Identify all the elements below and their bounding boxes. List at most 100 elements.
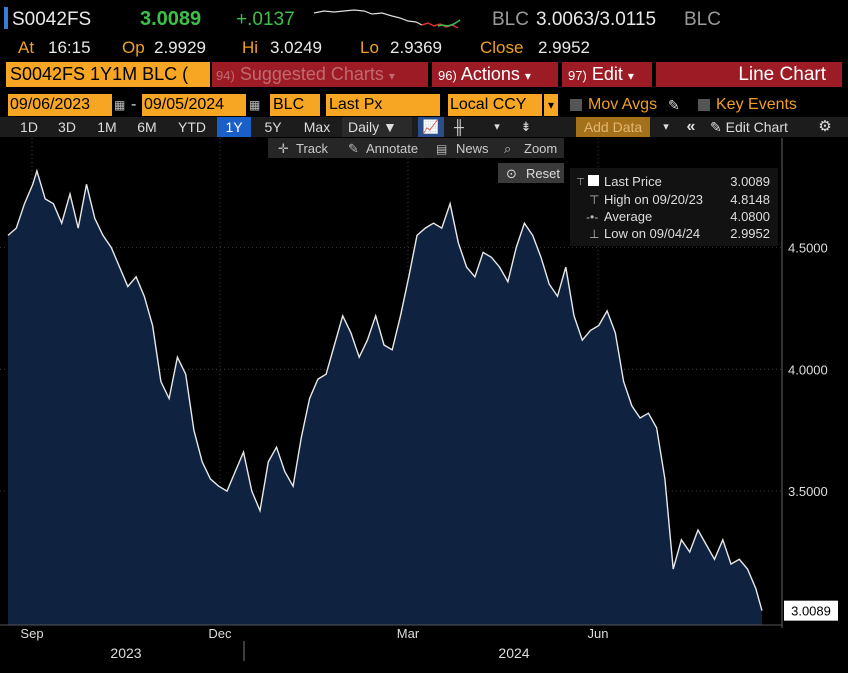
chart-type-button[interactable]: Line Chart (656, 62, 842, 87)
period-5y[interactable]: 5Y (264, 119, 282, 135)
security-text: S0042FS 1Y1M BLC ( (10, 64, 189, 84)
reset-button[interactable]: ⊙ Reset (498, 163, 564, 183)
time-label: At (18, 38, 35, 57)
last-price: 3.0089 (140, 8, 202, 30)
legend-last-label: Last Price (604, 174, 662, 189)
frequency-label: Daily (348, 119, 380, 135)
suggested-label: Suggested Charts (239, 64, 384, 84)
end-date-text: 09/05/2024 (144, 96, 225, 113)
key-events-checkbox[interactable] (698, 99, 710, 111)
quote-stats: At 16:15 Op 2.9929 Hi 3.0249 Lo 2.9369 C… (0, 36, 848, 60)
chevron-down-icon[interactable]: ▾ (494, 121, 500, 133)
ticker-marker (4, 7, 8, 29)
x-tick-label: Dec (208, 626, 232, 641)
pencil-icon[interactable]: ✎ (668, 97, 680, 113)
legend-last-value: 3.0089 (730, 174, 770, 189)
filter-icon[interactable]: ⇟ (520, 119, 532, 134)
currency-selector[interactable]: Local CCY (448, 94, 542, 116)
period-ytd[interactable]: YTD (178, 119, 206, 135)
news-icon: ▤ (436, 142, 447, 156)
period-1m[interactable]: 1M (97, 119, 117, 135)
suggested-num: 94) (216, 68, 235, 83)
add-data-field[interactable]: Add Data (576, 117, 650, 137)
chevron-down-icon[interactable]: ▾ (663, 121, 669, 133)
price-area (8, 170, 762, 625)
gear-icon[interactable]: ⚙ (818, 118, 832, 135)
edit-button[interactable]: 97) Edit ▾ (562, 62, 652, 87)
high-value: 3.0249 (270, 38, 322, 57)
chevron-down-icon: ▾ (627, 69, 634, 83)
security-field[interactable]: S0042FS 1Y1M BLC ( (6, 62, 210, 87)
track-button[interactable]: ✛ Track (278, 141, 329, 156)
pencil-icon: ✎ (710, 119, 722, 135)
currency-text: Local CCY (450, 96, 527, 113)
price-change: +.0137 (236, 9, 295, 30)
bid-ask: 3.0063/3.0115 (536, 9, 657, 30)
reset-icon: ⊙ (506, 166, 517, 181)
period-1y[interactable]: 1Y (217, 117, 251, 137)
annotate-button[interactable]: ✎ Annotate (348, 141, 418, 156)
zoom-label: Zoom (524, 141, 557, 156)
period-6m[interactable]: 6M (137, 119, 157, 135)
line-chart-icon[interactable]: 📈 (418, 117, 444, 137)
candlestick-icon[interactable]: ╫ (454, 119, 464, 135)
edit-chart-button[interactable]: ✎ Edit Chart (710, 117, 810, 137)
ticker-symbol[interactable]: S0042FS (12, 9, 92, 30)
calendar-icon[interactable]: ▦ (114, 98, 126, 112)
chevron-down-icon: ▼ (383, 119, 397, 135)
field-selector[interactable]: Last Px (326, 94, 440, 116)
last-value-marker (784, 600, 838, 621)
close-label: Close (480, 38, 524, 57)
last-value-label: 3.0089 (791, 604, 831, 619)
frequency-dropdown[interactable]: Daily ▼ (342, 117, 412, 137)
magnifier-icon: ⌕ (504, 141, 511, 156)
chart-type-label: Line Chart (738, 64, 826, 85)
y-tick-label: 3.5000 (788, 484, 828, 499)
year-label-2024: 2024 (498, 645, 529, 661)
news-button[interactable]: ▤ News (436, 141, 489, 156)
legend-low-label: Low on 09/04/24 (604, 226, 700, 241)
field-text: Last Px (329, 96, 383, 113)
time-value: 16:15 (48, 38, 91, 57)
x-tick-label: Mar (397, 626, 420, 641)
mov-avgs-label: Mov Avgs (588, 96, 658, 113)
chart-tools: ✛ Track ✎ Annotate ▤ News ⌕ Zoom (268, 138, 564, 158)
last-price-swatch (588, 175, 599, 186)
chevron-down-icon[interactable]: ▾ (544, 94, 558, 116)
period-1d[interactable]: 1D (20, 119, 38, 135)
calendar-icon[interactable]: ▦ (249, 98, 261, 112)
main-toolbar: S0042FS 1Y1M BLC ( 94) Suggested Charts … (0, 62, 848, 87)
actions-button[interactable]: 96) Actions ▾ (432, 62, 558, 87)
collapse-icon[interactable]: « (686, 118, 696, 135)
zoom-button[interactable]: ⌕ Zoom (504, 141, 557, 156)
reset-label: Reset (526, 166, 560, 181)
price-chart[interactable]: 3.5000 4.0000 4.5000 3.0089 Sep Dec Mar Jun 2… (0, 138, 848, 673)
open-value: 2.9929 (154, 38, 206, 57)
mov-avgs-checkbox[interactable] (570, 99, 582, 111)
period-3d[interactable]: 3D (58, 119, 76, 135)
end-date-field[interactable]: 09/05/2024 (142, 94, 246, 116)
y-tick-label: 4.0000 (788, 362, 828, 377)
ask-source: BLC (684, 9, 721, 30)
date-toolbar: 09/06/2023 ▦ - 09/05/2024 ▦ BLC Last Px … (0, 94, 848, 116)
x-ticks: Sep Dec Mar Jun (20, 626, 608, 641)
annotate-label: Annotate (366, 141, 418, 156)
sparkline (313, 9, 461, 29)
actions-label: Actions (460, 64, 520, 84)
source-field[interactable]: BLC (270, 94, 320, 116)
crosshair-icon: ✛ (278, 141, 289, 156)
chevron-down-icon: ▾ (388, 69, 395, 83)
period-toolbar: 1D 3D 1M 6M YTD 1Y 5Y Max Daily ▼ 📈 ╫ ▾ … (0, 117, 848, 137)
low-marker-icon: ⊥ (589, 227, 599, 241)
track-label: Track (296, 141, 329, 156)
low-label: Lo (360, 38, 379, 57)
period-max[interactable]: Max (303, 119, 331, 135)
high-marker-icon: ⊤ (589, 193, 599, 207)
suggested-charts-button[interactable]: 94) Suggested Charts ▾ (212, 62, 428, 87)
legend-high-value: 4.8148 (730, 192, 770, 207)
start-date-field[interactable]: 09/06/2023 (8, 94, 112, 116)
start-date-text: 09/06/2023 (10, 96, 91, 113)
source-text: BLC (273, 96, 305, 113)
close-value: 2.9952 (538, 38, 590, 57)
legend-toggle-icon[interactable]: ⊤ (576, 177, 585, 188)
